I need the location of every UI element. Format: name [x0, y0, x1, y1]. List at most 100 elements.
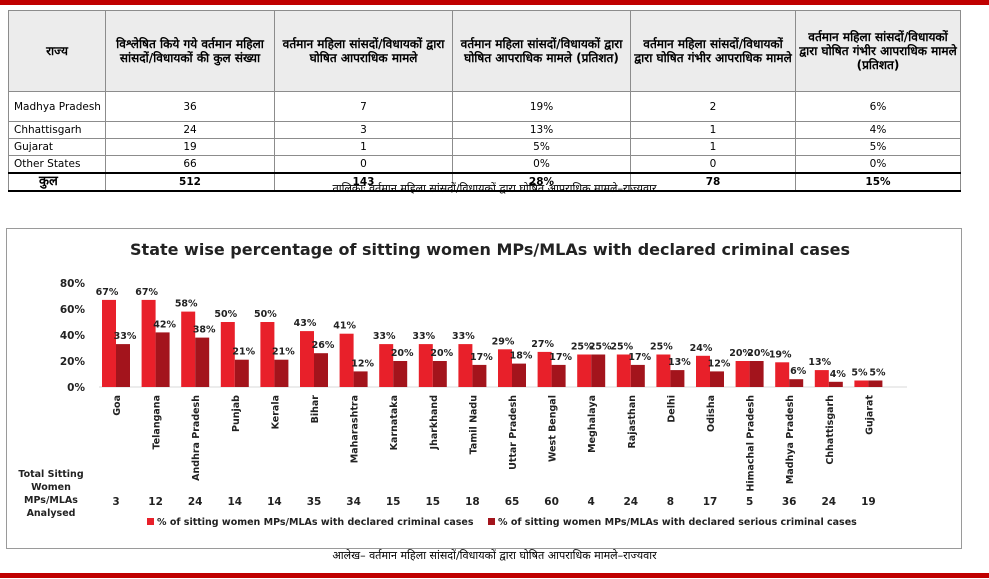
- cell-total-serious-percent: 15%: [795, 172, 961, 192]
- data-label-serious: 17%: [549, 352, 572, 363]
- x-category-label: Madhya Pradesh: [785, 395, 796, 484]
- cell-total: 36: [105, 91, 275, 122]
- legend-label: % of sitting women MPs/MLAs with declare…: [157, 517, 474, 528]
- bar-criminal: [775, 362, 790, 387]
- row-value: 15: [386, 496, 401, 508]
- cell-criminal: 7: [274, 91, 453, 122]
- bar-serious: [749, 361, 764, 387]
- data-label-criminal: 25%: [650, 342, 673, 353]
- bar-criminal: [458, 344, 473, 387]
- x-category-label: Jharkhand: [429, 395, 440, 450]
- bar-criminal: [577, 354, 592, 387]
- cell-total-label: कुल: [8, 172, 106, 192]
- row-value: 19: [861, 496, 876, 508]
- x-category-label: Meghalaya: [587, 395, 598, 453]
- x-category-label: Kerala: [270, 395, 281, 429]
- y-tick-label: 20%: [60, 356, 86, 368]
- x-category-label: West Bengal: [548, 395, 559, 462]
- top-red-rule: [0, 0, 989, 5]
- header-total-analysed: विश्लेषित किये गये वर्तमान महिला सांसदों…: [105, 10, 275, 92]
- data-label-serious: 17%: [470, 352, 493, 363]
- cell-serious: 0: [630, 155, 796, 174]
- x-category-label: Goa: [112, 395, 123, 416]
- row-value: 24: [188, 496, 203, 508]
- x-category-label: Maharashtra: [350, 395, 361, 463]
- row-value: 14: [227, 496, 242, 508]
- legend-swatch: [488, 518, 495, 525]
- cell-state: Gujarat: [8, 138, 106, 156]
- y-tick-label: 40%: [60, 330, 86, 342]
- cell-serious: 1: [630, 138, 796, 156]
- x-category-label: Gujarat: [864, 395, 875, 435]
- data-label-criminal: 67%: [96, 287, 119, 298]
- x-category-label: Rajasthan: [627, 395, 638, 449]
- bar-serious: [670, 370, 685, 387]
- cell-state: Madhya Pradesh: [8, 91, 106, 122]
- cell-total: 66: [105, 155, 275, 174]
- data-label-serious: 18%: [510, 351, 533, 362]
- bar-criminal: [854, 380, 869, 387]
- cell-serious: 1: [630, 121, 796, 139]
- row-value: 24: [623, 496, 638, 508]
- data-label-criminal: 41%: [333, 321, 356, 332]
- x-category-label: Punjab: [231, 395, 242, 432]
- bar-criminal: [260, 322, 275, 387]
- cell-state: Other States: [8, 155, 106, 174]
- bar-serious: [314, 353, 328, 387]
- cell-criminal: 1: [274, 138, 453, 156]
- data-label-serious: 13%: [668, 357, 691, 368]
- data-label-criminal: 19%: [769, 349, 792, 360]
- header-criminal-cases-percent: वर्तमान महिला सांसदों/विधायकों द्वारा घो…: [452, 10, 631, 92]
- table-header-row: राज्य विश्लेषित किये गये वर्तमान महिला स…: [8, 10, 961, 92]
- table-caption: तालिकाः वर्तमान महिला सांसदों/विधायकों द…: [332, 182, 657, 195]
- bar-criminal: [537, 351, 552, 387]
- x-category-label: Tamil Nadu: [468, 395, 479, 454]
- data-label-criminal: 50%: [254, 309, 277, 320]
- data-label-criminal: 58%: [175, 299, 198, 310]
- chart-container: State wise percentage of sitting women M…: [6, 228, 962, 549]
- row-value: 65: [505, 496, 520, 508]
- cell-total: 19: [105, 138, 275, 156]
- cell-serious-percent: 4%: [795, 121, 961, 139]
- bar-serious: [472, 364, 487, 387]
- cell-serious-percent: 5%: [795, 138, 961, 156]
- x-category-label: Telangana: [152, 395, 163, 449]
- bar-criminal: [141, 299, 156, 387]
- bar-criminal: [814, 370, 829, 387]
- row-label: Total Sitting Women MPs/MLAs Analysed: [18, 469, 83, 519]
- data-label-criminal: 33%: [373, 331, 396, 342]
- x-category-label: Chhattisgarh: [825, 395, 836, 465]
- y-tick-label: 60%: [60, 304, 86, 316]
- cell-criminal-percent: 5%: [452, 138, 631, 156]
- cell-criminal-percent: 0%: [452, 155, 631, 174]
- data-label-serious: 20%: [391, 348, 414, 359]
- bar-serious: [630, 364, 645, 387]
- bar-criminal: [339, 333, 354, 387]
- bar-serious: [591, 354, 606, 387]
- bar-criminal: [379, 344, 394, 387]
- data-label-serious: 33%: [114, 331, 137, 342]
- bar-serious: [828, 381, 843, 387]
- bar-criminal: [220, 322, 235, 387]
- data-label-criminal: 20%: [729, 348, 752, 359]
- bar-serious: [432, 361, 447, 387]
- row-value: 60: [544, 496, 559, 508]
- data-label-serious: 42%: [153, 319, 176, 330]
- legend-label: % of sitting women MPs/MLAs with declare…: [498, 517, 857, 528]
- bar-serious: [393, 361, 408, 387]
- data-label-serious: 20%: [747, 348, 770, 359]
- table-row: Chhattisgarh 24 3 13% 1 4%: [8, 121, 961, 139]
- row-value: 36: [782, 496, 797, 508]
- x-category-label: Bihar: [310, 395, 321, 424]
- cell-total: 24: [105, 121, 275, 139]
- bar-criminal: [418, 344, 433, 387]
- bar-chart: State wise percentage of sitting women M…: [18, 240, 907, 528]
- bar-criminal: [696, 355, 710, 387]
- x-category-label: Himachal Pradesh: [746, 395, 757, 492]
- row-value: 34: [346, 496, 361, 508]
- data-label-serious: 21%: [272, 347, 295, 358]
- bar-criminal: [181, 311, 196, 387]
- data-label-criminal: 33%: [452, 331, 475, 342]
- criminal-cases-table: राज्य विश्लेषित किये गये वर्तमान महिला स…: [8, 10, 961, 192]
- table-row: Other States 66 0 0% 0 0%: [8, 155, 961, 174]
